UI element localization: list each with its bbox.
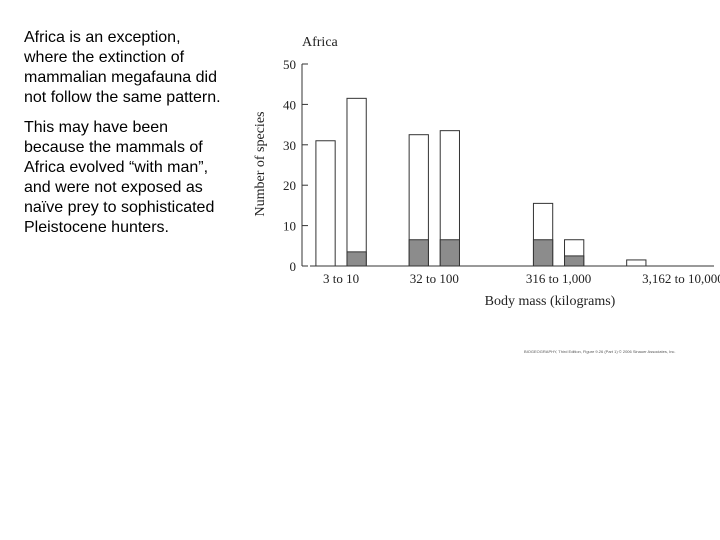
- x-axis-label: Body mass (kilograms): [485, 294, 616, 309]
- y-tick-label: 0: [290, 259, 297, 274]
- figure-caption: BIOGEOGRAPHY, Third Edition, Figure 9.26…: [524, 349, 676, 354]
- bar-extinct: [408, 239, 429, 267]
- bars: [315, 97, 647, 267]
- x-axis: 3 to 10 32 to 100 316 to 1,000 3,162 to 10,…: [310, 265, 720, 286]
- y-tick-label: 10: [283, 219, 296, 234]
- y-tick-label: 20: [283, 178, 296, 193]
- bar-total: [315, 140, 336, 267]
- bar-extinct: [532, 239, 554, 267]
- y-axis-label: Number of species: [253, 112, 268, 217]
- x-tick-label: 316 to 1,000: [526, 271, 591, 286]
- bar-extinct: [439, 239, 460, 267]
- bar-total: [626, 259, 647, 267]
- y-tick-label: 30: [283, 138, 296, 153]
- explanation-text: Africa is an exception, where the extinc…: [24, 28, 224, 248]
- bar-extinct: [346, 251, 367, 267]
- x-tick-label: 3,162 to 10,000: [642, 271, 720, 286]
- bar-total: [346, 97, 367, 267]
- y-tick-label: 40: [283, 97, 296, 112]
- africa-species-bar-chart: Africa Number of species Body mass (kilo…: [253, 35, 720, 309]
- y-tick-label: 50: [283, 57, 296, 72]
- y-axis: 0 10 20 30 40 50: [283, 57, 308, 274]
- bar-extinct: [564, 255, 585, 267]
- paragraph-evolved-with-man: This may have been because the mammals o…: [24, 119, 215, 236]
- x-tick-label: 32 to 100: [410, 271, 459, 286]
- paragraph-africa-exception: Africa is an exception, where the extinc…: [24, 29, 221, 106]
- chart-title: Africa: [302, 35, 339, 50]
- x-tick-label: 3 to 10: [323, 271, 359, 286]
